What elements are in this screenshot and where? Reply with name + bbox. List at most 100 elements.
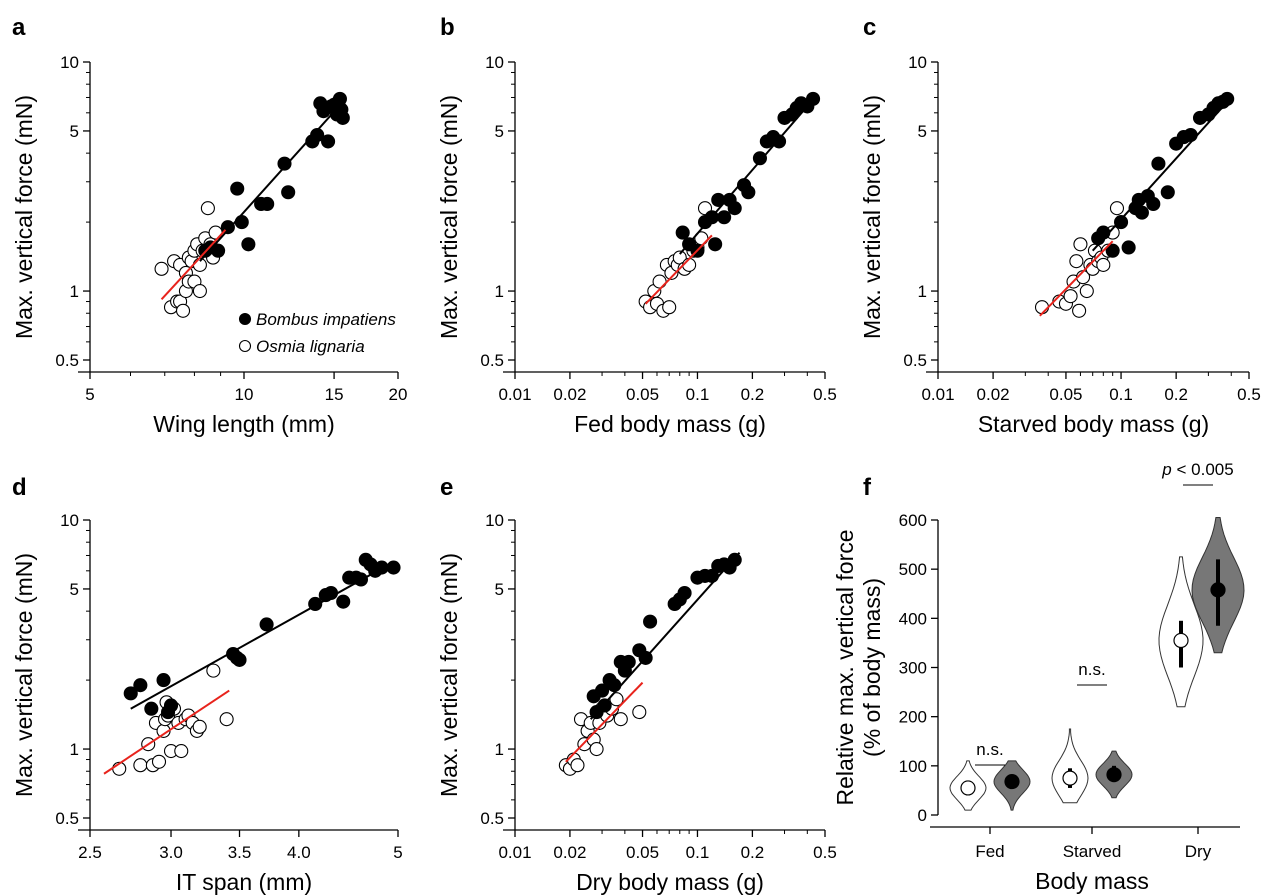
bombus-point (232, 652, 247, 667)
panel-f: f 0 100 200 300 400 500 600 Fed Starved Dry Body ma… (832, 460, 1245, 894)
bombus-point (1146, 196, 1161, 212)
bombus-point (708, 237, 723, 252)
bombus-fit-line (1091, 96, 1233, 252)
panel-letter-c: c (863, 14, 876, 41)
bombus-point (386, 560, 401, 575)
osmia-point (613, 712, 628, 727)
x-tick-label: 0.01 (921, 385, 954, 404)
osmia-point (1069, 254, 1084, 269)
y-axis-title: Max. vertical force (mN) (436, 553, 462, 797)
x-tick-label: 10 (235, 385, 254, 404)
bombus-point (259, 617, 274, 632)
bombus-point (281, 185, 296, 200)
osmia-point (1079, 283, 1094, 299)
bombus-point (741, 185, 756, 200)
bombus-fit-line (130, 561, 393, 710)
bombus-point (717, 210, 732, 225)
x-tick-label: 0.5 (813, 385, 837, 404)
panel-letter-e: e (440, 474, 453, 501)
osmia-point (1063, 289, 1078, 304)
bombus-point (621, 654, 636, 670)
y-tick-label: 5 (495, 580, 504, 599)
median-marker (1106, 767, 1122, 783)
y-tick-label: 0.5 (903, 351, 927, 370)
x-tick-label: 0.01 (498, 385, 531, 404)
x-axis-title: Starved body mass (g) (978, 411, 1209, 437)
bombus-point (241, 237, 256, 252)
x-tick-label: 0.05 (1049, 385, 1082, 404)
bombus-point (677, 585, 692, 601)
bombus-point (230, 181, 245, 196)
panel-letter-a: a (12, 14, 26, 41)
osmia-point (1109, 201, 1125, 216)
median-marker (1062, 770, 1078, 786)
osmia-point (219, 712, 234, 727)
x-tick-label: Starved (1063, 842, 1122, 861)
significance-label: p < 0.005 (1161, 460, 1233, 479)
osmia-point (1073, 237, 1088, 252)
y-tick-label: 1 (918, 282, 927, 301)
x-tick-label: Fed (975, 842, 1004, 861)
y-tick-label: 10 (485, 511, 504, 530)
panel-d: d 0.5 1 5 10 2.5 3.0 3.5 4.0 5 IT span (mm) Max. ve… (11, 474, 403, 895)
y-axis-title: Max. vertical force (mN) (436, 95, 462, 339)
x-tick-label: 0.5 (1237, 385, 1261, 404)
bombus-point (727, 201, 742, 216)
osmia-point (662, 300, 677, 315)
significance-label: n.s. (976, 740, 1003, 759)
y-tick-label: 1 (495, 740, 504, 759)
osmia-point (154, 261, 169, 276)
bombus-point (595, 683, 610, 698)
y-tick-label: 10 (485, 53, 504, 72)
bombus-point (123, 686, 138, 701)
y-tick-label: 10 (60, 53, 79, 72)
bombus-point (1134, 205, 1149, 220)
bombus-point (1105, 243, 1120, 258)
bombus-point (772, 134, 787, 149)
osmia-point (1096, 257, 1111, 273)
x-tick-label: 3.0 (159, 843, 183, 862)
y-tick-label: 400 (899, 609, 927, 628)
bombus-point (1151, 156, 1166, 171)
x-tick-label: 0.5 (813, 843, 837, 862)
bombus-point (321, 134, 336, 149)
x-tick-label: 0.05 (626, 385, 659, 404)
osmia-fit-line (160, 229, 227, 301)
y-tick-label: 5 (918, 122, 927, 141)
osmia-point (206, 663, 221, 678)
osmia-point (632, 705, 647, 720)
panel-letter-f: f (863, 474, 872, 501)
x-tick-label: 0.02 (553, 385, 586, 404)
osmia-point (151, 754, 167, 769)
y-tick-label: 0.5 (55, 351, 79, 370)
x-tick-label: 0.1 (686, 385, 710, 404)
legend-marker (238, 312, 252, 326)
osmia-point (174, 744, 189, 759)
y-tick-label: 500 (899, 560, 927, 579)
bombus-fit-line (199, 99, 345, 262)
median-marker (960, 780, 976, 796)
osmia-fit-line (565, 681, 644, 763)
bombus-point (144, 701, 159, 716)
osmia-point (1034, 300, 1050, 315)
bombus-fit-line (589, 552, 741, 720)
bombus-point (607, 678, 622, 693)
x-tick-label: 0.01 (498, 843, 531, 862)
x-tick-label: 5 (393, 843, 402, 862)
legend-label: Osmia lignaria (256, 337, 365, 356)
x-tick-label: 3.5 (228, 843, 252, 862)
panel-b: b 0.5 1 5 10 0.01 0.02 0.05 0.1 0.2 0.5 Fed body ma… (436, 14, 837, 437)
osmia-fit-line (103, 689, 230, 775)
x-tick-label: 0.1 (1109, 385, 1133, 404)
bombus-point (1183, 127, 1198, 143)
bombus-point (1114, 215, 1129, 230)
panel-letter-d: d (12, 474, 27, 501)
x-tick-label: 4.0 (287, 843, 311, 862)
y-tick-label: 0 (918, 806, 927, 825)
median-marker (1210, 582, 1226, 598)
y-tick-label: 0.5 (55, 809, 79, 828)
y-tick-label: 5 (70, 580, 79, 599)
y-tick-label: 1 (70, 740, 79, 759)
y-tick-label: 600 (899, 511, 927, 530)
x-tick-label: 15 (325, 385, 344, 404)
